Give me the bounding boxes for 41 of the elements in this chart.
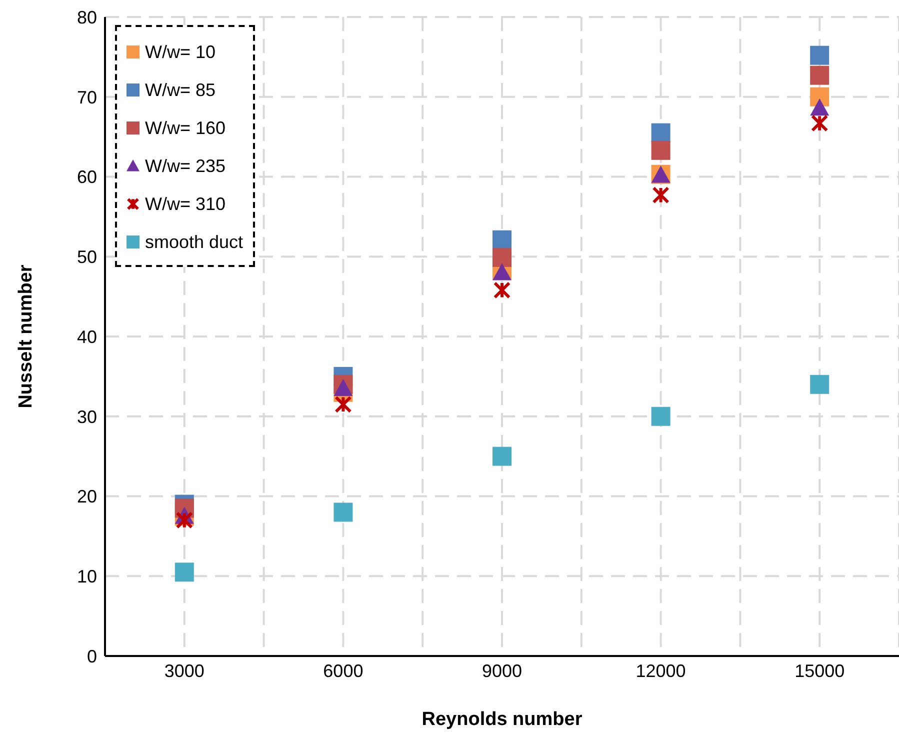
y-tick-label: 20 — [76, 486, 97, 507]
x-tick-label: 6000 — [323, 660, 364, 681]
y-tick-label: 30 — [76, 406, 97, 427]
point — [334, 396, 352, 414]
legend-label: W/w= 85 — [145, 80, 216, 100]
x-tick-label: 3000 — [164, 660, 204, 681]
legend-label: W/w= 310 — [145, 194, 226, 214]
point — [492, 248, 512, 267]
point — [176, 512, 194, 529]
y-tick-label: 80 — [76, 7, 97, 28]
point — [652, 186, 670, 204]
y-tick-label: 10 — [76, 566, 97, 587]
legend-label: W/w= 235 — [145, 156, 226, 176]
point — [492, 446, 512, 466]
point — [334, 502, 353, 522]
point — [492, 230, 512, 250]
y-tick-label: 0 — [86, 646, 97, 666]
point — [810, 374, 830, 394]
x-axis-title: Reynolds number — [422, 709, 583, 730]
legend-label: W/w= 10 — [145, 42, 216, 62]
x-tick-label: 9000 — [482, 660, 522, 681]
point — [810, 98, 830, 116]
point — [334, 378, 353, 396]
x-tick-label: 15000 — [794, 660, 845, 681]
y-axis-title: Nusselt number — [16, 264, 37, 408]
y-tick-label: 60 — [76, 167, 97, 188]
x-tick-label: 12000 — [636, 660, 686, 681]
y-tick-label: 50 — [76, 247, 97, 268]
point — [174, 562, 194, 582]
point — [810, 46, 830, 65]
point — [810, 87, 830, 106]
point — [651, 406, 670, 426]
point — [810, 114, 828, 132]
point — [651, 140, 670, 160]
y-tick-label: 70 — [76, 87, 97, 108]
point — [493, 282, 511, 299]
y-tick-label: 40 — [76, 326, 97, 347]
legend-label: smooth duct — [145, 232, 244, 252]
point — [651, 123, 670, 142]
legend-label: W/w= 160 — [145, 118, 226, 138]
point — [810, 66, 830, 85]
